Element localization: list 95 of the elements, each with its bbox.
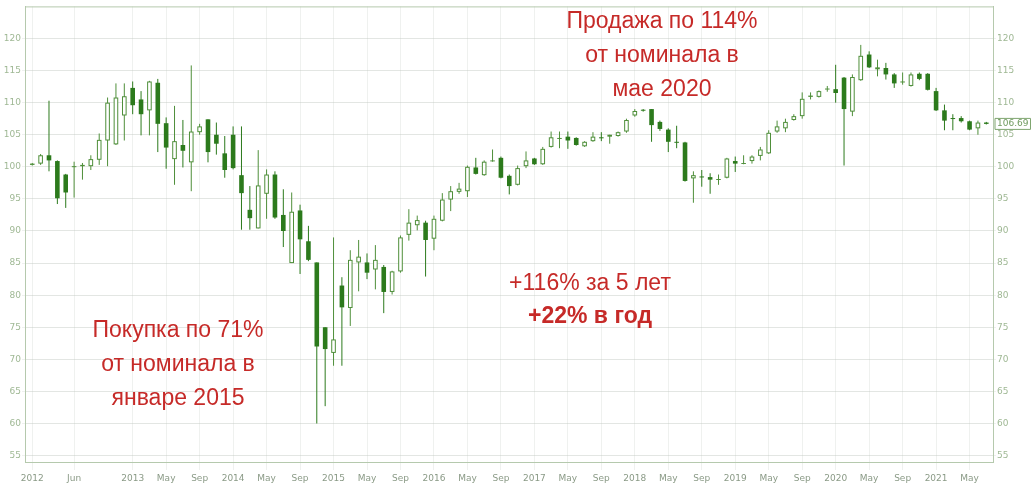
annotation: +116% за 5 лет	[509, 268, 671, 297]
x-tick-label: Sep	[894, 472, 912, 483]
candlestick	[239, 125, 244, 231]
x-tick-label: 2012	[20, 472, 44, 483]
y2-tick-label: 115	[997, 64, 1015, 75]
candlestick	[506, 174, 512, 195]
y2-tick-label: 70	[997, 353, 1009, 364]
y-tick-label: 120	[3, 32, 22, 43]
candlestick	[774, 120, 780, 134]
candlestick	[440, 192, 445, 222]
x-tick-label: 2015	[322, 472, 345, 483]
y-tick-label: 90	[9, 225, 22, 236]
candlestick	[465, 165, 470, 198]
x-tick-label: Sep	[793, 472, 811, 483]
x-tick-label: Sep	[291, 472, 309, 483]
y2-tick-label: 110	[997, 97, 1015, 107]
x-tick-label: Sep	[392, 472, 410, 483]
annotation: Продажа по 114% от номинала в мае 2020	[566, 6, 758, 103]
candlestick	[942, 104, 947, 131]
candlestick	[766, 129, 772, 155]
x-tick-label: Sep	[693, 472, 711, 483]
candlestick	[900, 71, 905, 86]
y-tick-label: 85	[9, 257, 21, 268]
x-tick-label: May	[458, 472, 478, 483]
y-tick-label: 80	[9, 289, 22, 300]
x-tick-label: Sep	[592, 472, 611, 483]
y-tick-label: 75	[9, 321, 21, 332]
candlestick	[373, 244, 378, 290]
x-tick-label: 2019	[723, 472, 747, 483]
candlestick	[364, 252, 370, 280]
y-tick-label: 55	[9, 449, 21, 460]
y2-tick-label: 95	[997, 193, 1009, 204]
candlestick	[331, 236, 336, 367]
x-tick-label: Sep	[492, 472, 510, 483]
candlestick	[281, 188, 286, 248]
y2-tick-label: 105	[997, 129, 1015, 140]
candlestick	[490, 149, 495, 163]
x-tick-label: Sep	[191, 472, 209, 483]
candlestick	[222, 135, 228, 179]
y2-tick-label: 60	[997, 417, 1009, 428]
y2-tick-label: 100	[997, 161, 1015, 172]
candlestick	[306, 225, 311, 262]
y-tick-label: 95	[9, 193, 21, 204]
x-tick-label: May	[759, 472, 779, 483]
candlestick	[423, 220, 428, 278]
candlestick	[122, 82, 127, 142]
x-tick-label: May	[357, 472, 377, 483]
candlestick	[649, 108, 654, 143]
y-tick-label: 100	[3, 161, 22, 172]
y2-tick-label: 80	[997, 289, 1009, 300]
candlestick	[833, 64, 838, 104]
x-tick-label: 2018	[623, 472, 647, 483]
candlestick	[448, 185, 453, 212]
text: 106.69	[997, 118, 1029, 129]
candlestick	[130, 80, 135, 115]
x-tick-label: 2017	[522, 472, 546, 483]
candlestick	[96, 132, 102, 166]
x-tick-label: 2014	[221, 472, 245, 483]
candlestick	[707, 172, 713, 195]
candlestick	[356, 239, 361, 292]
x-tick-label: 2016	[422, 472, 446, 483]
y-tick-label: 105	[3, 129, 21, 140]
candlestick	[716, 174, 721, 186]
y2-tick-label: 85	[997, 257, 1009, 268]
x-tick-label: 2013	[121, 472, 145, 483]
candlestick	[858, 44, 864, 82]
annotation: +22% в год	[527, 301, 653, 330]
y2-tick-label: 55	[997, 449, 1009, 460]
y-tick-label: 60	[9, 417, 22, 428]
y2-tick-label: 75	[997, 321, 1009, 332]
annotation: Покупка по 71% от номинала в январе 2015	[92, 315, 264, 412]
candlestick	[264, 168, 269, 220]
y-tick-label: 70	[9, 353, 22, 364]
x-tick-label: 2021	[924, 472, 948, 483]
x-tick-label: 2020	[824, 472, 848, 483]
x-tick-label: May	[960, 472, 980, 483]
candlestick	[172, 105, 177, 186]
candlestick	[63, 173, 69, 209]
x-tick-label: May	[156, 472, 177, 483]
x-tick-label: May	[558, 472, 578, 483]
x-tick-label: Jun	[66, 472, 82, 483]
y-tick-label: 115	[3, 64, 21, 75]
y-tick-label: 110	[3, 97, 22, 107]
y2-tick-label: 120	[997, 32, 1015, 43]
y2-tick-label: 65	[997, 385, 1009, 396]
y2-tick-label: 90	[997, 225, 1009, 236]
candlestick	[699, 169, 705, 188]
candlestick	[214, 122, 219, 156]
candlestick	[691, 170, 696, 204]
candlestick	[674, 125, 679, 149]
y-tick-label: 65	[9, 385, 21, 396]
x-tick-label: May	[859, 472, 880, 483]
x-tick-label: May	[257, 472, 277, 483]
x-tick-label: May	[658, 472, 679, 483]
candlestick	[665, 127, 671, 153]
